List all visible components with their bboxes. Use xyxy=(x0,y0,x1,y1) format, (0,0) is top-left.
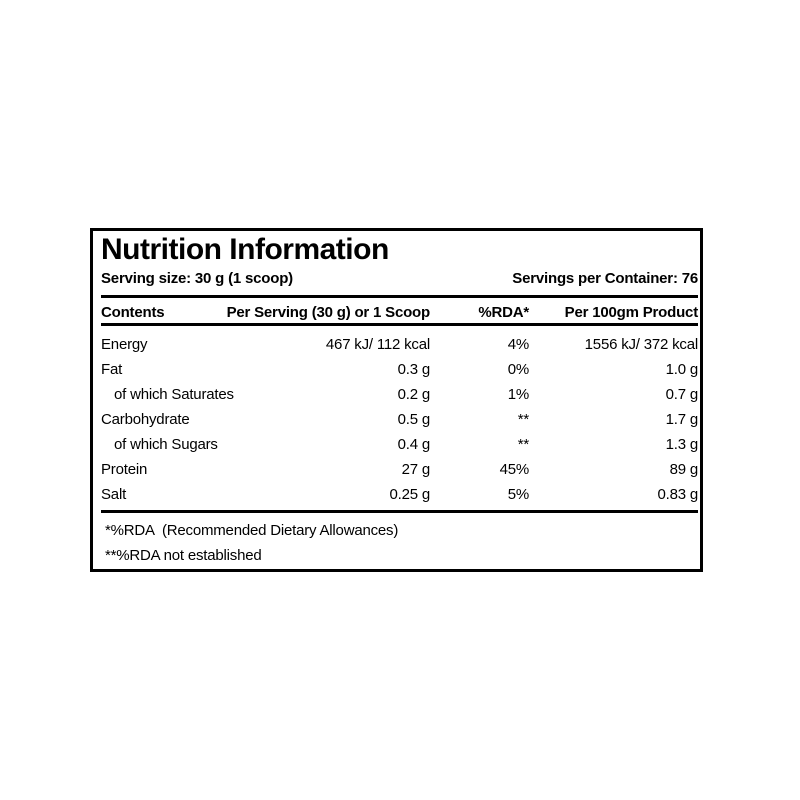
nutrient-name: Salt xyxy=(101,486,127,503)
nutrient-name: Protein xyxy=(101,461,148,478)
per-100g-value: 89 g xyxy=(669,461,699,478)
serving-info-row: Serving size: 30 g (1 scoop) Servings pe… xyxy=(101,269,698,289)
nutrient-name: of which Sugars xyxy=(114,436,218,453)
footnote-rda: *%RDA (Recommended Dietary Allowances) xyxy=(105,522,399,539)
per-100g-value: 1.3 g xyxy=(665,436,699,453)
per-100g-value: 0.83 g xyxy=(657,486,698,503)
table-body: Energy 467 kJ/ 112 kcal 4% 1556 kJ/ 372 … xyxy=(93,231,700,569)
per-100g-value: 1556 kJ/ 372 kcal xyxy=(584,336,699,353)
per-100g-value: 0.7 g xyxy=(665,386,699,403)
nutrient-name: Carbohydrate xyxy=(101,411,190,428)
rda-value: 4% xyxy=(507,336,529,353)
nutrient-name: of which Saturates xyxy=(114,386,234,403)
per-100g-value: 1.0 g xyxy=(665,361,699,378)
footnote-rda-not-established: **%RDA not established xyxy=(105,547,262,564)
divider-bottom xyxy=(101,510,698,513)
table-row: Salt 0.25 g 5% 0.83 g xyxy=(93,482,700,507)
nutrition-label: Nutrition Information Serving size: 30 g… xyxy=(90,228,703,572)
per-serving-value: 467 kJ/ 112 kcal xyxy=(325,336,430,353)
rda-value: ** xyxy=(517,436,529,453)
per-serving-value: 0.3 g xyxy=(397,361,431,378)
per-serving-value: 0.5 g xyxy=(397,411,431,428)
column-header-contents: Contents xyxy=(101,304,165,321)
column-header-per-100g: Per 100gm Product xyxy=(564,304,699,321)
table-row: of which Sugars 0.4 g ** 1.3 g xyxy=(93,432,700,457)
rda-value: 1% xyxy=(507,386,529,403)
table-row: Energy 467 kJ/ 112 kcal 4% 1556 kJ/ 372 … xyxy=(93,332,700,357)
rda-value: 0% xyxy=(507,361,529,378)
table-header-row: Contents Per Serving (30 g) or 1 Scoop %… xyxy=(93,302,700,323)
per-serving-value: 0.25 g xyxy=(389,486,430,503)
per-serving-value: 27 g xyxy=(401,461,431,478)
per-serving-value: 0.4 g xyxy=(397,436,431,453)
rda-value: 45% xyxy=(499,461,530,478)
per-100g-value: 1.7 g xyxy=(665,411,699,428)
rda-value: ** xyxy=(517,411,529,428)
divider-top xyxy=(101,295,698,298)
table-row: Carbohydrate 0.5 g ** 1.7 g xyxy=(93,407,700,432)
table-row: of which Saturates 0.2 g 1% 0.7 g xyxy=(93,382,700,407)
per-serving-value: 0.2 g xyxy=(397,386,431,403)
nutrient-name: Fat xyxy=(101,361,123,378)
table-row: Protein 27 g 45% 89 g xyxy=(93,457,700,482)
divider-header xyxy=(101,323,698,326)
nutrition-label-title: Nutrition Information xyxy=(101,233,389,266)
nutrient-name: Energy xyxy=(101,336,148,353)
servings-per-container-text: Servings per Container: 76 xyxy=(512,270,698,287)
serving-size-text: Serving size: 30 g (1 scoop) xyxy=(101,270,293,287)
column-header-rda: %RDA* xyxy=(478,304,529,321)
table-row: Fat 0.3 g 0% 1.0 g xyxy=(93,357,700,382)
column-header-per-serving: Per Serving (30 g) or 1 Scoop xyxy=(226,304,431,321)
rda-value: 5% xyxy=(507,486,529,503)
